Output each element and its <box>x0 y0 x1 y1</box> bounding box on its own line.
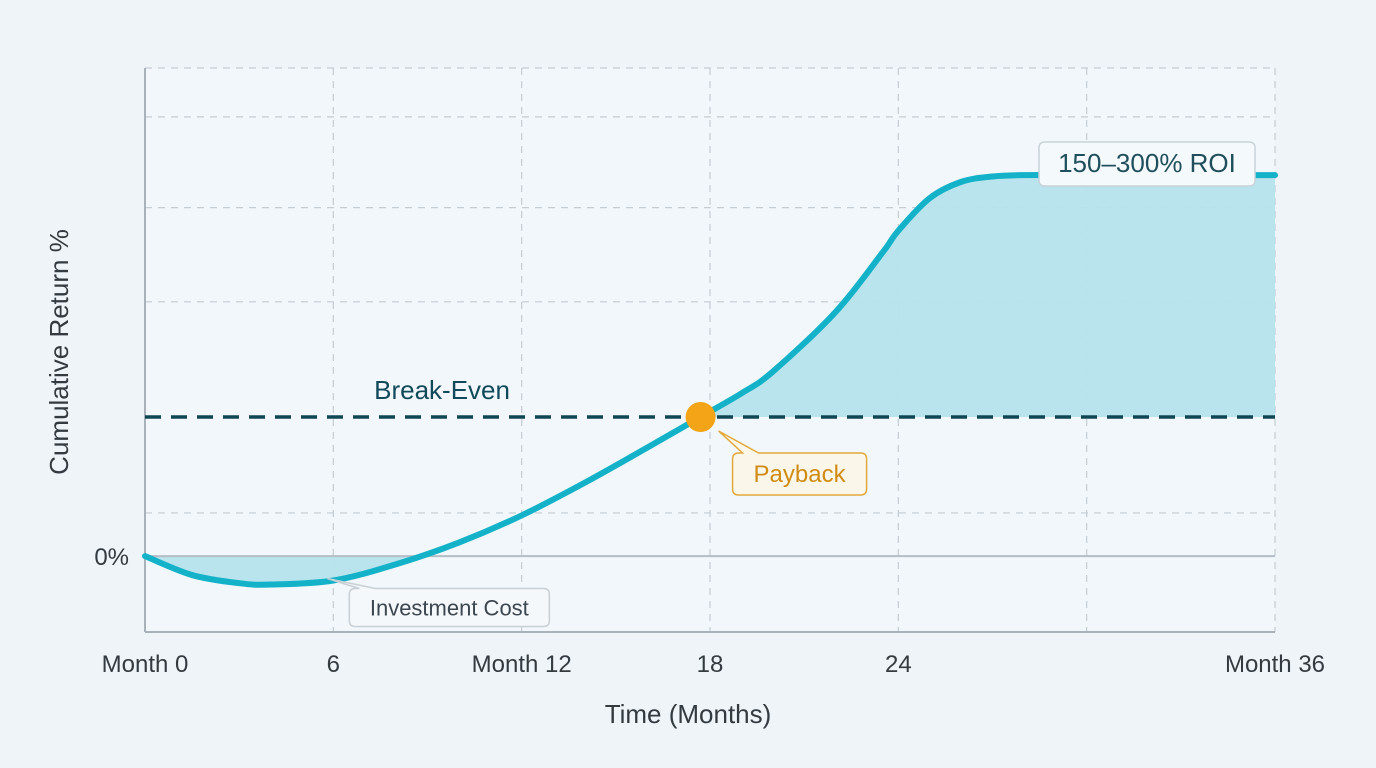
callout-roi: 150–300% ROI <box>1038 141 1256 187</box>
payback-point <box>685 401 716 432</box>
x-tick-label: Month 36 <box>1225 651 1325 678</box>
payback-callout-box <box>718 430 868 496</box>
roi-callout-box <box>1038 141 1256 187</box>
x-tick-label: Month 12 <box>472 651 572 678</box>
series-line <box>142 172 1278 588</box>
y-tick-labels: 0% <box>94 544 129 571</box>
y-axis-title: Cumulative Return % <box>44 229 74 475</box>
y-tick-label: 0% <box>94 544 129 571</box>
x-tick-label: 6 <box>327 651 340 678</box>
axes <box>144 68 1275 633</box>
roi-label: 150–300% ROI <box>1058 148 1236 178</box>
payback-label: Payback <box>754 461 847 488</box>
x-tick-labels: Month 0 6 Month 12 18 24 Month 36 <box>102 651 1325 678</box>
investment-cost-label: Investment Cost <box>370 595 529 620</box>
x-axis-title: Time (Months) <box>605 699 772 729</box>
area-above-break-even <box>145 175 1275 417</box>
callout-investment: Investment Cost <box>327 577 551 628</box>
investment-callout-box <box>327 577 551 628</box>
callout-payback: Payback <box>718 430 868 496</box>
x-tick-label: Month 0 <box>102 651 189 678</box>
x-tick-label: 18 <box>697 651 724 678</box>
x-tick-label: 24 <box>885 651 912 678</box>
break-even-label: Break-Even <box>374 375 510 405</box>
grid-lines <box>144 67 1276 632</box>
